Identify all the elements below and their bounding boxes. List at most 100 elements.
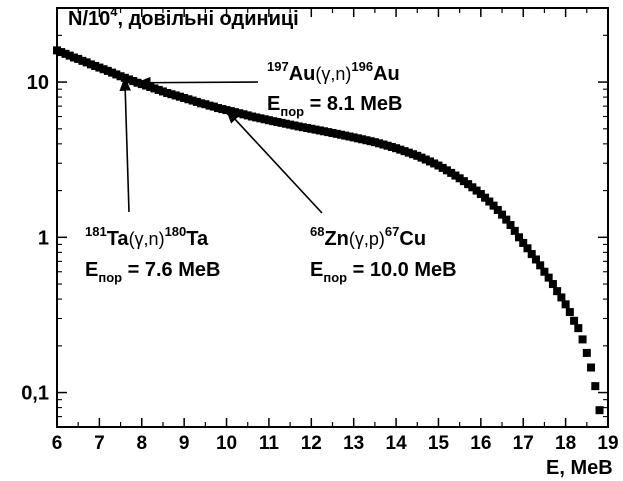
- y-axis-label-sup: 4: [110, 4, 118, 19]
- x-tick-label: 9: [179, 433, 190, 454]
- x-tick-label: 11: [259, 433, 280, 454]
- data-point: [197, 99, 206, 108]
- x-tick-label: 8: [136, 433, 147, 454]
- x-tick-label: 16: [470, 433, 491, 454]
- data-point: [74, 54, 83, 63]
- data-point: [523, 244, 532, 253]
- data-point: [95, 63, 104, 72]
- data-point: [129, 77, 138, 86]
- data-point: [557, 293, 566, 302]
- x-tick-label: 17: [513, 433, 534, 454]
- annotation-zn-e: E: [310, 259, 323, 281]
- data-point: [519, 238, 528, 247]
- data-point: [281, 119, 290, 128]
- x-tick-label: 15: [428, 433, 450, 454]
- data-point: [252, 113, 261, 122]
- data-point: [116, 72, 125, 81]
- data-point: [256, 114, 265, 123]
- annotation-zn-elem-in: Zn: [324, 228, 348, 250]
- data-point: [510, 226, 519, 235]
- data-point: [214, 104, 223, 113]
- data-point: [591, 382, 600, 391]
- data-point: [273, 118, 282, 127]
- data-point: [383, 141, 392, 150]
- data-point: [154, 85, 163, 94]
- y-tick-label: 0,1: [21, 383, 49, 405]
- data-point: [574, 324, 583, 333]
- annotation-zn-mass-in: 68: [310, 224, 324, 239]
- annotation-zn-mass-out: 67: [385, 224, 399, 239]
- data-point: [315, 126, 324, 135]
- data-point: [455, 174, 464, 183]
- data-point: [358, 135, 367, 144]
- data-point: [417, 153, 426, 162]
- y-tick-label: 10: [27, 72, 49, 94]
- data-point: [180, 93, 189, 102]
- data-point: [86, 60, 95, 69]
- data-point: [392, 144, 401, 153]
- data-point: [82, 58, 91, 67]
- data-point: [336, 130, 345, 139]
- annotation-ta-energy: Eпор = 7.6 MeB: [85, 259, 220, 285]
- data-point: [91, 61, 100, 70]
- data-point: [485, 197, 494, 206]
- data-point: [99, 65, 108, 74]
- annotation-arrow: [225, 109, 323, 214]
- data-point: [298, 123, 307, 132]
- data-point: [451, 171, 460, 180]
- data-point: [328, 128, 337, 137]
- data-point: [103, 66, 112, 75]
- data-point: [548, 280, 557, 289]
- x-tick-label: 10: [216, 433, 237, 454]
- data-point: [472, 186, 481, 195]
- data-point: [442, 166, 451, 175]
- data-point: [493, 205, 502, 214]
- annotation-au-e-sub: пор: [280, 104, 304, 119]
- data-point: [387, 142, 396, 151]
- data-point: [307, 124, 316, 133]
- x-tick-label: 14: [386, 433, 408, 454]
- annotation-arrows: [119, 76, 323, 214]
- data-point: [201, 100, 210, 109]
- annotation-au-e: E: [267, 93, 280, 115]
- data-point: [311, 125, 320, 134]
- data-point: [353, 134, 362, 143]
- data-point: [396, 145, 405, 154]
- annotation-ta-elem-out: Ta: [186, 228, 209, 250]
- data-point: [175, 92, 184, 101]
- data-point: [192, 97, 201, 106]
- data-point: [506, 221, 515, 230]
- data-point: [481, 193, 490, 202]
- annotation-ta-mass-in: 181: [85, 224, 107, 239]
- data-point: [565, 308, 574, 317]
- data-point: [447, 168, 456, 177]
- y-axis-label-prefix: N/10: [68, 8, 110, 30]
- data-point: [570, 316, 579, 325]
- annotation-au-reaction: 197Au(γ,n)196Au: [267, 59, 400, 85]
- annotation-ta-mass-out: 180: [165, 224, 187, 239]
- data-point: [65, 51, 74, 60]
- data-point: [349, 133, 358, 142]
- data-point: [243, 111, 252, 120]
- data-point: [171, 91, 180, 100]
- data-point: [366, 137, 375, 146]
- data-point: [498, 210, 507, 219]
- data-point: [578, 335, 587, 344]
- annotation-au-e-value: = 8.1 MeB: [304, 93, 402, 115]
- annotation-arrow: [136, 76, 259, 89]
- x-axis: 6 7 8 9 10 11 12 13 14 15 16 17 18 19: [52, 8, 619, 454]
- annotation-ta-process: (γ,n): [129, 229, 165, 249]
- data-point: [362, 136, 371, 145]
- annotation-au-mass-out: 196: [351, 59, 373, 74]
- data-point: [587, 363, 596, 372]
- data-point: [218, 105, 227, 114]
- annotation-zn-energy: Eпор = 10.0 MeB: [310, 259, 457, 285]
- data-point: [205, 101, 214, 110]
- data-point: [476, 190, 485, 199]
- data-point: [404, 148, 413, 157]
- data-point: [239, 110, 248, 119]
- data-point: [345, 132, 354, 141]
- data-point: [379, 140, 388, 149]
- annotation-ta-elem-in: Ta: [107, 228, 130, 250]
